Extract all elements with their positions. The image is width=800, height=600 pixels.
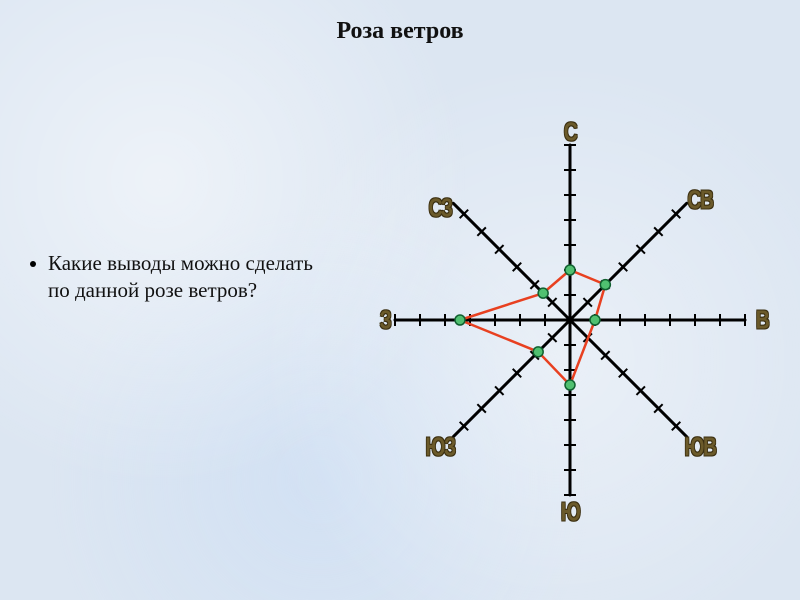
dir-label-E: В bbox=[756, 305, 769, 336]
dir-label-SE: ЮВ bbox=[684, 432, 715, 463]
dir-label-SW: ЮЗ bbox=[425, 432, 454, 463]
wind-rose-diagram: С СВ В ЮВ Ю ЮЗ З СЗ bbox=[340, 60, 800, 600]
question-text: Какие выводы можно сделать по данной роз… bbox=[48, 250, 330, 305]
page-title: Роза ветров bbox=[0, 18, 800, 45]
dir-label-W: З bbox=[380, 305, 391, 336]
question-block: Какие выводы можно сделать по данной роз… bbox=[30, 250, 330, 305]
dir-label-N: С bbox=[564, 117, 577, 148]
bullet-dot bbox=[30, 261, 36, 267]
dir-label-NW: СЗ bbox=[428, 193, 451, 224]
bullet-item: Какие выводы можно сделать по данной роз… bbox=[30, 250, 330, 305]
dir-label-NE: СВ bbox=[687, 185, 712, 216]
dir-label-S: Ю bbox=[561, 497, 580, 528]
